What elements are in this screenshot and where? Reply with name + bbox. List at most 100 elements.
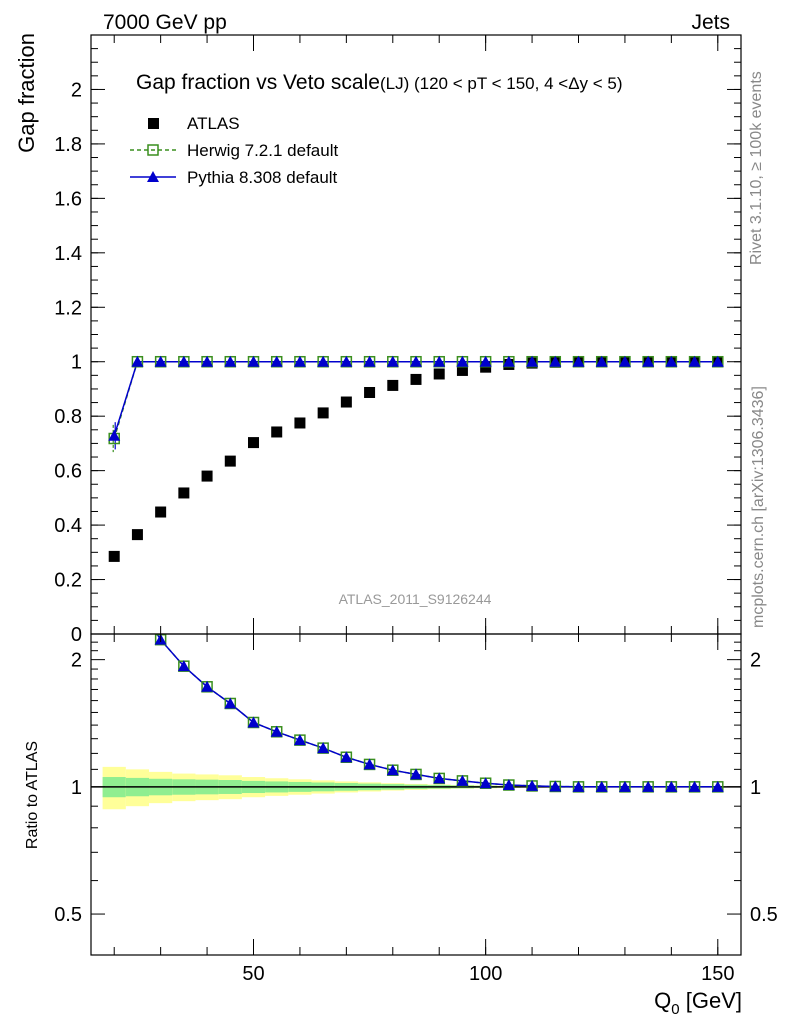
y-tick-label: 1.2 <box>54 297 82 319</box>
ratio-herwig-point <box>132 597 142 607</box>
pythia-point <box>688 355 701 367</box>
pythia-point <box>410 355 422 367</box>
pythia-point <box>177 355 190 367</box>
pythia-point <box>711 355 724 367</box>
x-tick-label: 50 <box>242 963 264 985</box>
herwig-line <box>113 360 718 439</box>
pythia-point <box>224 355 237 367</box>
plot-title-main: Gap fraction vs Veto scale <box>136 71 380 94</box>
ratio-y-tick-label-right: 0.5 <box>750 904 778 926</box>
pythia-point <box>270 355 283 367</box>
pythia-point <box>131 355 144 367</box>
ratio-herwig-line <box>156 634 718 788</box>
y-tick-label: 1.8 <box>54 134 82 156</box>
rivet-label: Rivet 3.1.10, ≥ 100k events <box>748 71 765 265</box>
atlas-point <box>317 407 329 419</box>
ratio-pythia-point <box>177 660 190 672</box>
ratio-pythia-point <box>108 609 120 620</box>
ratio-pythia-point <box>595 780 608 792</box>
pythia-point <box>479 355 492 367</box>
x-axis-label-unit: [GeV] <box>680 988 742 1013</box>
y-tick-label: 1.6 <box>54 188 82 210</box>
ratio-pythia-point <box>247 716 260 728</box>
pythia-point <box>618 355 631 367</box>
atlas-point <box>387 379 399 391</box>
atlas-point <box>364 386 376 398</box>
y-tick-label: 0 <box>71 624 82 646</box>
pythia-point <box>293 355 306 367</box>
pythia-line <box>113 360 718 437</box>
pythia-point <box>363 355 376 367</box>
pythia-point <box>433 355 446 367</box>
ratio-y-tick-label-right: 1 <box>750 777 761 799</box>
legend: ATLAS Herwig 7.2.1 default Pythia 8.308 … <box>130 114 338 187</box>
atlas-point <box>201 470 213 482</box>
ratio-pythia-point <box>131 596 143 607</box>
ratio-pythia-point <box>201 680 214 692</box>
atlas-point <box>456 364 468 376</box>
mcplots-label: mcplots.cern.ch [arXiv:1306.3436] <box>750 386 767 628</box>
plot-title-sub: (LJ) (120 < pT < 150, 4 <Δy < 5) <box>380 74 623 93</box>
atlas-point <box>294 417 306 429</box>
legend-atlas-label: ATLAS <box>187 114 240 133</box>
ratio-y-tick-label: 0.5 <box>54 904 82 926</box>
ratio-pythia-point <box>711 780 724 792</box>
legend-herwig-label: Herwig 7.2.1 default <box>187 141 338 160</box>
y-tick-label: 0.2 <box>54 570 82 592</box>
ratio-pythia-point <box>479 777 492 789</box>
y-tick-label: 0.4 <box>54 515 82 537</box>
atlas-point <box>178 487 190 499</box>
atlas-point <box>340 396 352 408</box>
header-left: 7000 GeV pp <box>103 11 227 34</box>
ratio-pythia-point <box>642 780 655 792</box>
ratio-pythia-point <box>433 772 446 784</box>
analysis-watermark: ATLAS_2011_S9126244 <box>339 591 492 607</box>
x-axis-label-var: Q <box>654 988 671 1013</box>
main-plot-area: 0 0.2 0.4 0.6 0.8 1 1.2 1.4 1.6 1.8 2 <box>54 34 742 646</box>
y-axis-label: Gap fraction <box>14 33 39 153</box>
ratio-pythia-point <box>270 725 283 737</box>
x-tick-label: 100 <box>469 963 502 985</box>
pythia-point <box>247 355 260 367</box>
legend-herwig-marker <box>147 144 159 156</box>
x-tick-label: 150 <box>701 963 734 985</box>
ratio-y-tick-label: 1 <box>71 777 82 799</box>
ratio-pythia-point <box>386 764 399 776</box>
ratio-pythia-point <box>456 774 469 786</box>
y-tick-label: 2 <box>71 79 82 101</box>
ratio-pythia-point <box>665 780 678 792</box>
pythia-point <box>108 429 121 441</box>
ratio-pythia-point <box>340 751 353 763</box>
ratio-pythia-point <box>363 758 376 770</box>
ratio-frame <box>90 633 742 956</box>
pythia-point <box>317 355 330 367</box>
atlas-point <box>410 373 422 385</box>
ratio-pythia-point <box>618 780 631 792</box>
pythia-point <box>642 355 655 367</box>
ratio-series-group <box>108 596 724 793</box>
ratio-herwig-point <box>109 612 119 622</box>
pythia-point <box>340 355 353 367</box>
ratio-pythia-point <box>572 780 585 792</box>
atlas-point <box>248 437 259 449</box>
pythia-point <box>595 355 608 367</box>
atlas-point <box>131 529 143 541</box>
ratio-pythia-point <box>549 780 562 792</box>
pythia-point <box>665 355 678 367</box>
pythia-point <box>526 355 539 367</box>
ratio-pythia-point <box>293 734 306 746</box>
pythia-point <box>572 355 585 367</box>
ratio-pythia-line <box>156 634 718 788</box>
ratio-pythia-point <box>526 779 539 791</box>
atlas-point <box>433 368 445 380</box>
pythia-point <box>502 355 515 367</box>
header-right: Jets <box>691 11 730 34</box>
atlas-point <box>271 426 283 438</box>
legend-atlas-marker <box>148 118 159 129</box>
ratio-pythia-point <box>317 742 330 754</box>
ratio-pythia-point <box>410 768 422 780</box>
ratio-y-axis-label: Ratio to ATLAS <box>24 741 41 849</box>
ratio-pythia-point <box>688 780 701 792</box>
pythia-point <box>456 355 469 367</box>
